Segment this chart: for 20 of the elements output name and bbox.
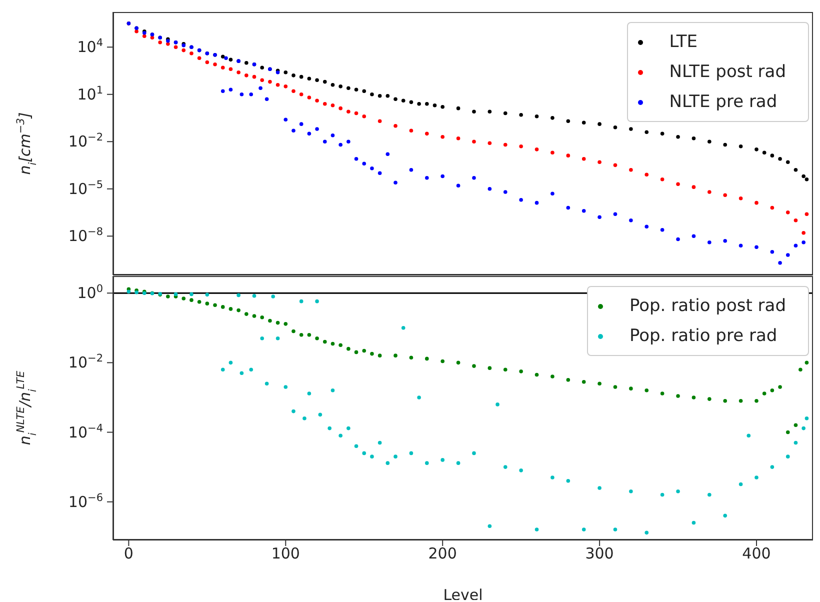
- y-tick-label: 10$^{0}$: [77, 283, 103, 302]
- y-tick-label: 10$^{−8}$: [68, 226, 103, 246]
- y-tick-label: 10$^{−4}$: [68, 422, 104, 442]
- y-tick-label: 10$^{−2}$: [68, 352, 103, 372]
- x-tick-label: 200: [428, 544, 457, 563]
- legend-label: Pop. ratio pre rad: [629, 326, 778, 346]
- legend-label: Pop. ratio post rad: [629, 296, 786, 316]
- y-tick-label: 10$^{−6}$: [68, 492, 104, 511]
- y-tick-label: 10$^{1}$: [77, 84, 103, 104]
- legend-label: NLTE post rad: [669, 62, 786, 82]
- legend-label: LTE: [669, 32, 698, 52]
- x-tick-label: 400: [742, 544, 771, 563]
- legend-label: NLTE pre rad: [669, 92, 778, 112]
- x-tick-label: 100: [271, 544, 300, 563]
- y-tick-label: 10$^{−2}$: [68, 132, 103, 151]
- y-tick-label: 10$^{−5}$: [68, 178, 103, 198]
- x-tick-label: 300: [585, 544, 614, 563]
- x-axis-title: Level: [443, 586, 483, 602]
- x-tick-label: 0: [124, 544, 134, 563]
- y-tick-label: 10$^{4}$: [77, 37, 104, 56]
